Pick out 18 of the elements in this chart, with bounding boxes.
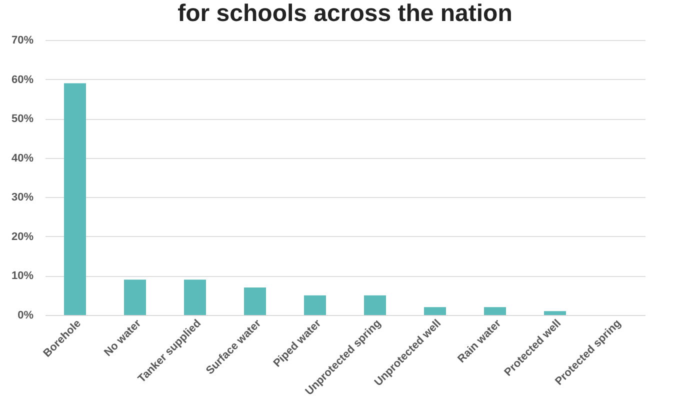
- bar: [124, 280, 146, 315]
- bar: [244, 288, 266, 315]
- bar: [544, 311, 566, 315]
- bar: [304, 295, 326, 315]
- chart-title: for schools across the nation: [178, 0, 512, 27]
- bar: [484, 307, 506, 315]
- y-tick-label: 20%: [11, 230, 34, 243]
- y-tick-label: 0%: [18, 310, 34, 322]
- y-tick-label: 10%: [11, 270, 34, 282]
- y-tick-label: 50%: [11, 113, 34, 126]
- bar: [424, 307, 446, 315]
- y-tick-label: 40%: [11, 152, 34, 164]
- y-tick-label: 60%: [11, 74, 34, 86]
- bar: [64, 83, 86, 315]
- bar: [364, 295, 386, 315]
- y-tick-label: 70%: [11, 34, 34, 46]
- y-tick-label: 30%: [11, 192, 34, 204]
- bar: [184, 280, 206, 315]
